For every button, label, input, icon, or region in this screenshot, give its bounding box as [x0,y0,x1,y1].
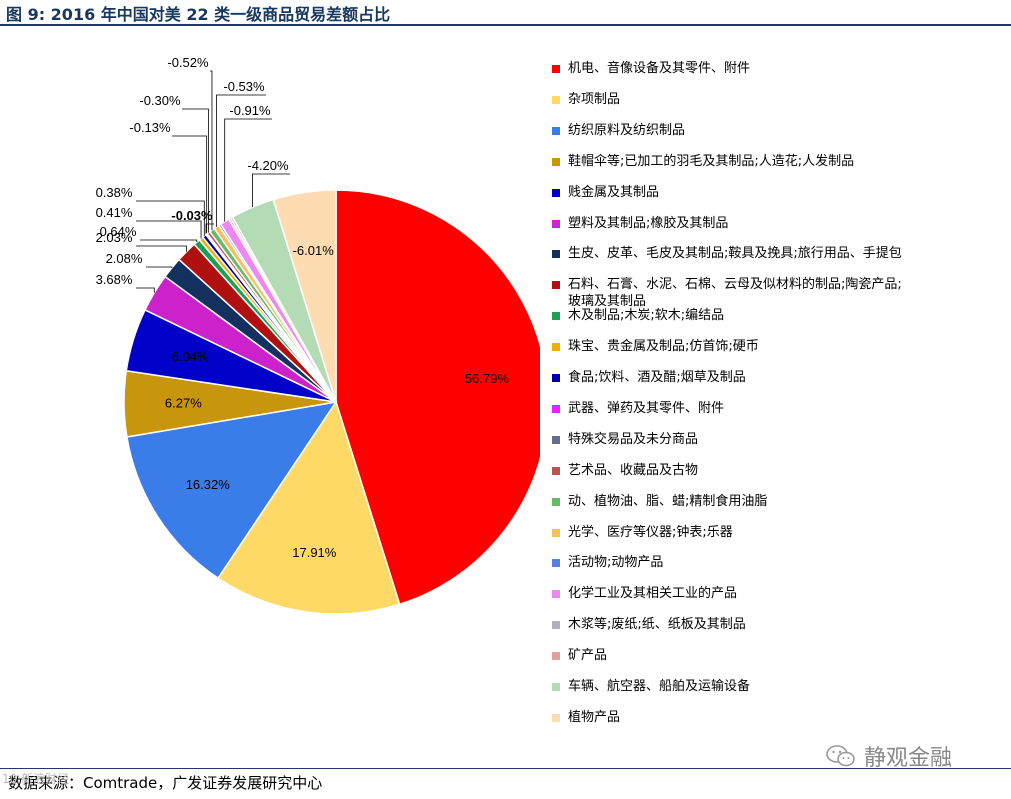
legend-swatch [552,528,560,537]
legend-label: 动、植物油、脂、蜡;精制食用油脂 [568,493,768,509]
legend-label: 机电、音像设备及其零件、附件 [568,61,751,76]
leader-line [210,70,213,231]
legend-swatch [552,435,560,444]
leader-line [140,239,198,243]
legend-label: 生皮、皮革、毛皮及其制品;鞍具及挽具;旅行用品、手提包 [568,246,902,262]
leader-line [136,220,202,239]
legend-label: 石料、石膏、水泥、石棉、云母及似材料的制品;陶瓷产品;玻璃及其制品 [568,277,902,310]
slice-label: -0.13% [129,120,171,135]
legend-swatch [552,374,560,382]
leader-line [224,118,272,222]
slice-label: -0.91% [229,103,271,118]
slice-label: 56.79% [465,371,510,386]
slice-label: 2.03% [96,230,133,245]
legend-label: 植物产品 [568,709,621,725]
watermark: 静观金融 [826,740,952,772]
chart-title: 图 9: 2016 年中国对美 22 类一级商品贸易差额占比 [6,5,391,24]
legend-label: 光学、医疗等仪器;钟表;乐器 [568,524,733,540]
legend-label: 特殊交易品及未分商品 [568,431,699,447]
pie-slice [126,400,338,580]
legend-label: 活动物;动物产品 [568,555,664,571]
slice-label: 16.32% [186,477,231,492]
slice-label: -4.20% [247,158,289,173]
leader-line [182,108,209,233]
leader-line [136,287,155,293]
legend-label: 化学工业及其相关工业的产品 [568,586,738,602]
watermark-left: 10 新浪财经 [2,772,70,786]
legend-label: 贱金属及其制品 [568,184,660,200]
leader-line [172,135,208,235]
pie-slice [335,189,540,606]
source-note: 数据来源：Comtrade，广发证券发展研究中心 [8,774,323,792]
legend-swatch [552,466,560,475]
legend-swatch [552,281,560,290]
leader-line [216,94,266,227]
leader-line [252,173,290,208]
leader-line [146,266,173,268]
slice-label: 6.04% [172,349,209,364]
legend-swatch [552,713,560,722]
slice-label: 0.41% [96,205,133,220]
legend-swatch [552,343,560,352]
bottom-divider [0,768,1011,769]
legend-swatch [552,683,560,691]
legend-label: 车辆、航空器、船舶及运输设备 [568,679,751,694]
slice-label: 0.64% [100,224,137,239]
legend-label: 杂项制品 [568,91,621,107]
legend-label: 矿产品 [568,648,608,664]
legend-label: 食品;饮料、酒及醋;烟草及制品 [568,370,746,385]
legend-swatch [552,157,560,166]
leader-line [136,200,205,236]
legend-swatch [552,559,560,568]
legend-swatch [552,95,560,104]
watermark-text: 静观金融 [864,746,953,771]
legend-label: 武器、弹药及其零件、附件 [568,400,725,416]
slice-label: -0.03% [171,208,213,223]
legend-swatch [552,188,560,197]
legend-label: 鞋帽伞等;已加工的羽毛及其制品;人造花;人发制品 [568,153,855,169]
leader-line [136,245,187,252]
legend-label: 纺织原料及纺织制品 [568,122,686,138]
legend-label: 珠宝、贵金属及制品;仿首饰;硬币 [568,339,759,355]
legend-label: 艺术品、收藏品及古物 [568,462,699,478]
legend-swatch [552,497,560,506]
slice-label: -0.53% [223,79,265,94]
legend-label: 塑料及其制品;橡胶及其制品 [568,215,729,231]
slice-label: 6.27% [165,395,202,410]
legend-label: 木及制品;木炭;软木;编结品 [568,308,725,324]
slice-label: 3.68% [96,272,133,287]
legend-swatch [552,590,560,599]
slice-label: -6.01% [293,243,335,258]
slice-label: 17.91% [292,545,337,560]
slice-label: 0.38% [96,185,133,200]
top-divider [0,24,1011,26]
slice-label: -0.30% [139,93,181,108]
pie-slice [272,189,337,403]
leader-line [205,223,214,235]
legend-swatch [552,312,560,321]
legend-swatch [552,652,560,661]
legend-swatch [552,621,560,630]
slice-label: 2.08% [106,251,143,266]
legend-swatch [552,250,560,259]
legend-label: 木浆等;废纸;纸、纸板及其制品 [568,617,746,633]
legend-swatch [552,219,560,228]
legend-swatch [552,404,560,413]
legend-swatch [552,65,560,73]
slice-label: -0.52% [167,55,209,70]
pie-chart: 56.79% 17.91% 16.32% 6.27% 6.04% 3.68% 2.08% 2.… [96,55,540,615]
legend-swatch [552,126,560,135]
pie-slice [217,400,401,615]
wechat-icon [826,745,855,767]
